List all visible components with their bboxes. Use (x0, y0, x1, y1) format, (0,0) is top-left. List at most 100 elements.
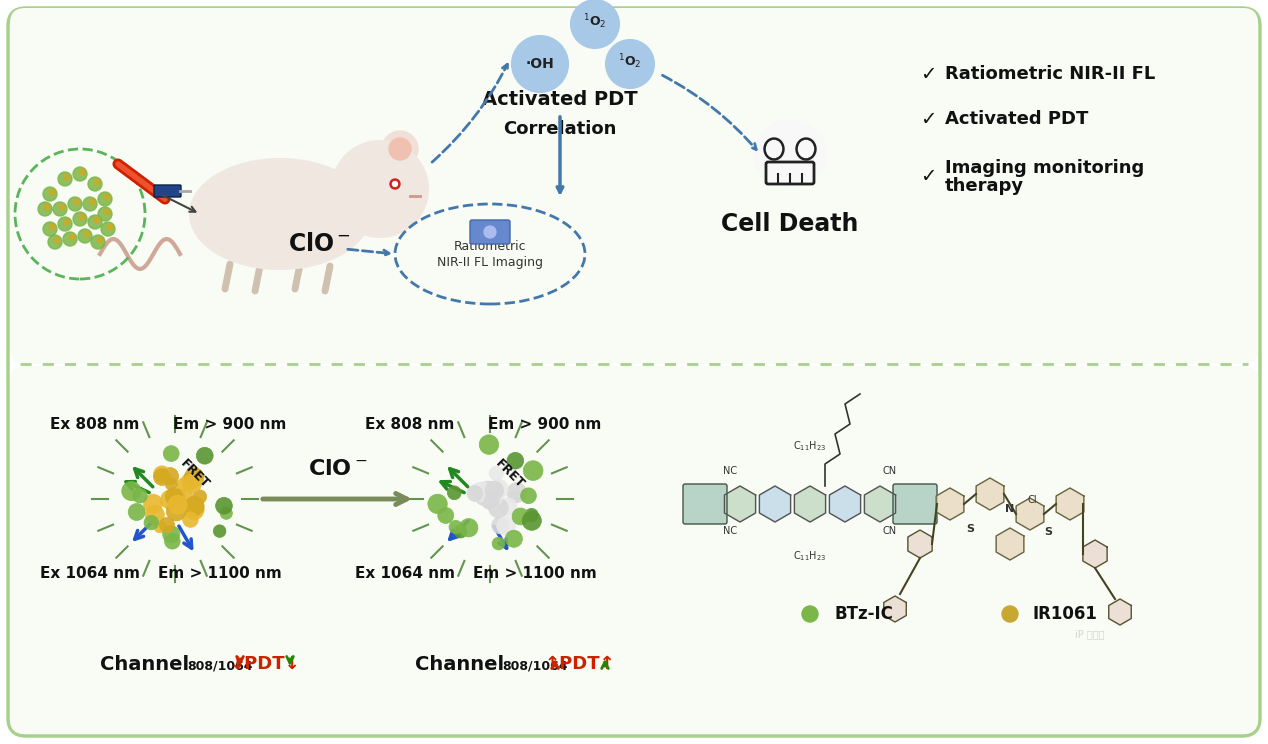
Circle shape (38, 202, 52, 216)
Ellipse shape (190, 159, 370, 269)
Polygon shape (829, 486, 861, 522)
Ellipse shape (765, 138, 784, 160)
Ellipse shape (754, 121, 825, 187)
Text: FRET: FRET (178, 457, 212, 491)
Text: Ratiometric: Ratiometric (454, 240, 526, 252)
Circle shape (166, 501, 186, 521)
Circle shape (606, 40, 654, 88)
Circle shape (104, 194, 110, 200)
Circle shape (571, 0, 619, 48)
Circle shape (94, 217, 100, 223)
Text: ClO$^-$: ClO$^-$ (288, 232, 351, 256)
Circle shape (481, 493, 498, 509)
Circle shape (193, 490, 207, 504)
Circle shape (55, 237, 60, 243)
Circle shape (489, 479, 508, 498)
Circle shape (221, 507, 232, 519)
Polygon shape (884, 596, 907, 622)
Ellipse shape (766, 141, 781, 158)
Text: Em > 1100 nm: Em > 1100 nm (158, 566, 281, 582)
Circle shape (437, 507, 454, 524)
Ellipse shape (796, 138, 817, 160)
Text: ✓: ✓ (921, 109, 936, 129)
Circle shape (79, 214, 85, 220)
Text: IR1061: IR1061 (1033, 605, 1098, 623)
FancyBboxPatch shape (10, 8, 1258, 364)
Circle shape (79, 229, 93, 243)
Circle shape (122, 481, 141, 501)
Text: C$_{11}$H$_{23}$: C$_{11}$H$_{23}$ (794, 439, 827, 453)
Polygon shape (865, 486, 895, 522)
Text: ✓: ✓ (921, 167, 936, 185)
Circle shape (167, 493, 183, 508)
Polygon shape (795, 486, 825, 522)
Polygon shape (760, 486, 790, 522)
Circle shape (486, 481, 503, 500)
Circle shape (79, 169, 85, 175)
Circle shape (449, 520, 463, 533)
Circle shape (98, 207, 112, 221)
Circle shape (87, 177, 101, 191)
Circle shape (489, 466, 503, 481)
Circle shape (49, 224, 55, 230)
Circle shape (153, 466, 170, 483)
Circle shape (507, 452, 524, 469)
Circle shape (484, 483, 502, 500)
Circle shape (486, 497, 498, 509)
Circle shape (60, 204, 65, 210)
Circle shape (104, 209, 110, 215)
Circle shape (472, 482, 492, 501)
Circle shape (74, 212, 87, 226)
Circle shape (185, 500, 204, 519)
Circle shape (488, 498, 508, 518)
Text: Em > 900 nm: Em > 900 nm (488, 417, 602, 432)
Circle shape (164, 446, 179, 461)
FancyBboxPatch shape (10, 366, 1258, 734)
Text: S: S (966, 524, 974, 534)
Polygon shape (908, 530, 932, 558)
Circle shape (332, 141, 429, 237)
Circle shape (467, 486, 483, 501)
Text: C$_{11}$H$_{23}$: C$_{11}$H$_{23}$ (794, 549, 827, 562)
Text: ·OH: ·OH (526, 57, 554, 71)
Text: Ex 808 nm: Ex 808 nm (365, 417, 455, 432)
Text: CN: CN (883, 466, 896, 476)
Circle shape (153, 521, 166, 533)
Circle shape (484, 488, 503, 506)
Circle shape (162, 526, 180, 543)
Text: Em > 1100 nm: Em > 1100 nm (473, 566, 597, 582)
Circle shape (492, 517, 508, 534)
Circle shape (43, 187, 57, 201)
Circle shape (469, 484, 484, 498)
Text: N: N (1006, 504, 1014, 514)
Circle shape (454, 525, 467, 538)
Text: 808/1064: 808/1064 (188, 659, 252, 673)
Circle shape (169, 490, 185, 507)
Circle shape (484, 226, 496, 238)
FancyBboxPatch shape (470, 220, 510, 244)
Circle shape (161, 467, 179, 484)
Circle shape (512, 36, 568, 92)
Polygon shape (1056, 488, 1084, 520)
Circle shape (176, 489, 193, 505)
Text: Ratiometric NIR-II FL: Ratiometric NIR-II FL (945, 65, 1155, 83)
Circle shape (91, 235, 105, 249)
Polygon shape (997, 528, 1023, 560)
Circle shape (521, 488, 536, 504)
Circle shape (479, 434, 498, 455)
Circle shape (87, 215, 101, 229)
Text: therapy: therapy (945, 177, 1025, 195)
Polygon shape (1083, 540, 1107, 568)
Circle shape (160, 518, 175, 533)
Polygon shape (1016, 498, 1044, 530)
Circle shape (96, 237, 103, 243)
Circle shape (492, 537, 505, 550)
FancyBboxPatch shape (766, 162, 814, 184)
Circle shape (107, 224, 113, 230)
Circle shape (63, 174, 70, 180)
Circle shape (63, 219, 70, 225)
Circle shape (510, 490, 521, 503)
Text: Activated PDT: Activated PDT (945, 110, 1088, 128)
Polygon shape (936, 488, 964, 520)
Text: ↑PDT↑: ↑PDT↑ (545, 655, 615, 673)
